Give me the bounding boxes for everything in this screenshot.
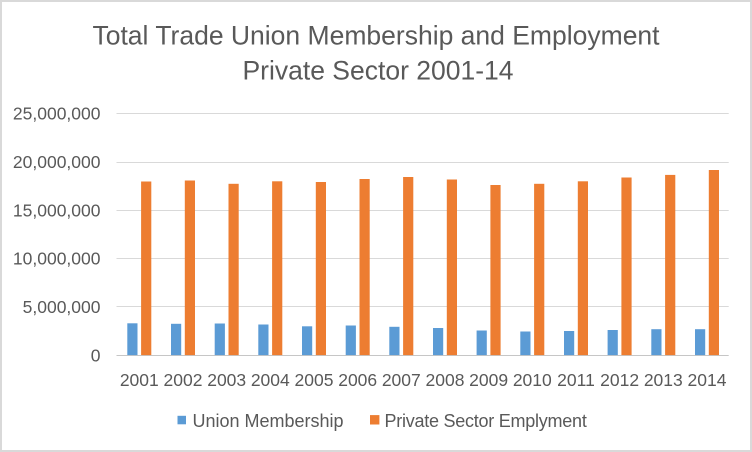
svg-text:2003: 2003 bbox=[207, 370, 246, 390]
svg-text:2006: 2006 bbox=[338, 370, 377, 390]
svg-text:25,000,000: 25,000,000 bbox=[13, 104, 101, 124]
svg-text:Private Sector Emplyment: Private Sector Emplyment bbox=[385, 411, 587, 431]
svg-text:2009: 2009 bbox=[469, 370, 508, 390]
svg-text:2013: 2013 bbox=[644, 370, 683, 390]
svg-text:2005: 2005 bbox=[295, 370, 334, 390]
svg-text:0: 0 bbox=[91, 345, 101, 365]
svg-text:2001: 2001 bbox=[120, 370, 159, 390]
svg-text:2014: 2014 bbox=[688, 370, 727, 390]
svg-text:2011: 2011 bbox=[557, 370, 595, 390]
svg-text:Private Sector 2001-14: Private Sector 2001-14 bbox=[242, 56, 513, 86]
svg-text:5,000,000: 5,000,000 bbox=[23, 297, 101, 317]
svg-text:Total Trade Union Membership a: Total Trade Union Membership and Employm… bbox=[92, 20, 660, 50]
svg-text:Union Membership: Union Membership bbox=[193, 411, 344, 431]
svg-text:15,000,000: 15,000,000 bbox=[13, 200, 101, 220]
svg-text:20,000,000: 20,000,000 bbox=[13, 152, 101, 172]
svg-text:2004: 2004 bbox=[251, 370, 290, 390]
svg-text:2008: 2008 bbox=[426, 370, 465, 390]
svg-text:10,000,000: 10,000,000 bbox=[13, 249, 101, 269]
svg-text:2002: 2002 bbox=[164, 370, 203, 390]
svg-text:2010: 2010 bbox=[513, 370, 552, 390]
svg-text:2007: 2007 bbox=[382, 370, 421, 390]
svg-text:2012: 2012 bbox=[600, 370, 639, 390]
